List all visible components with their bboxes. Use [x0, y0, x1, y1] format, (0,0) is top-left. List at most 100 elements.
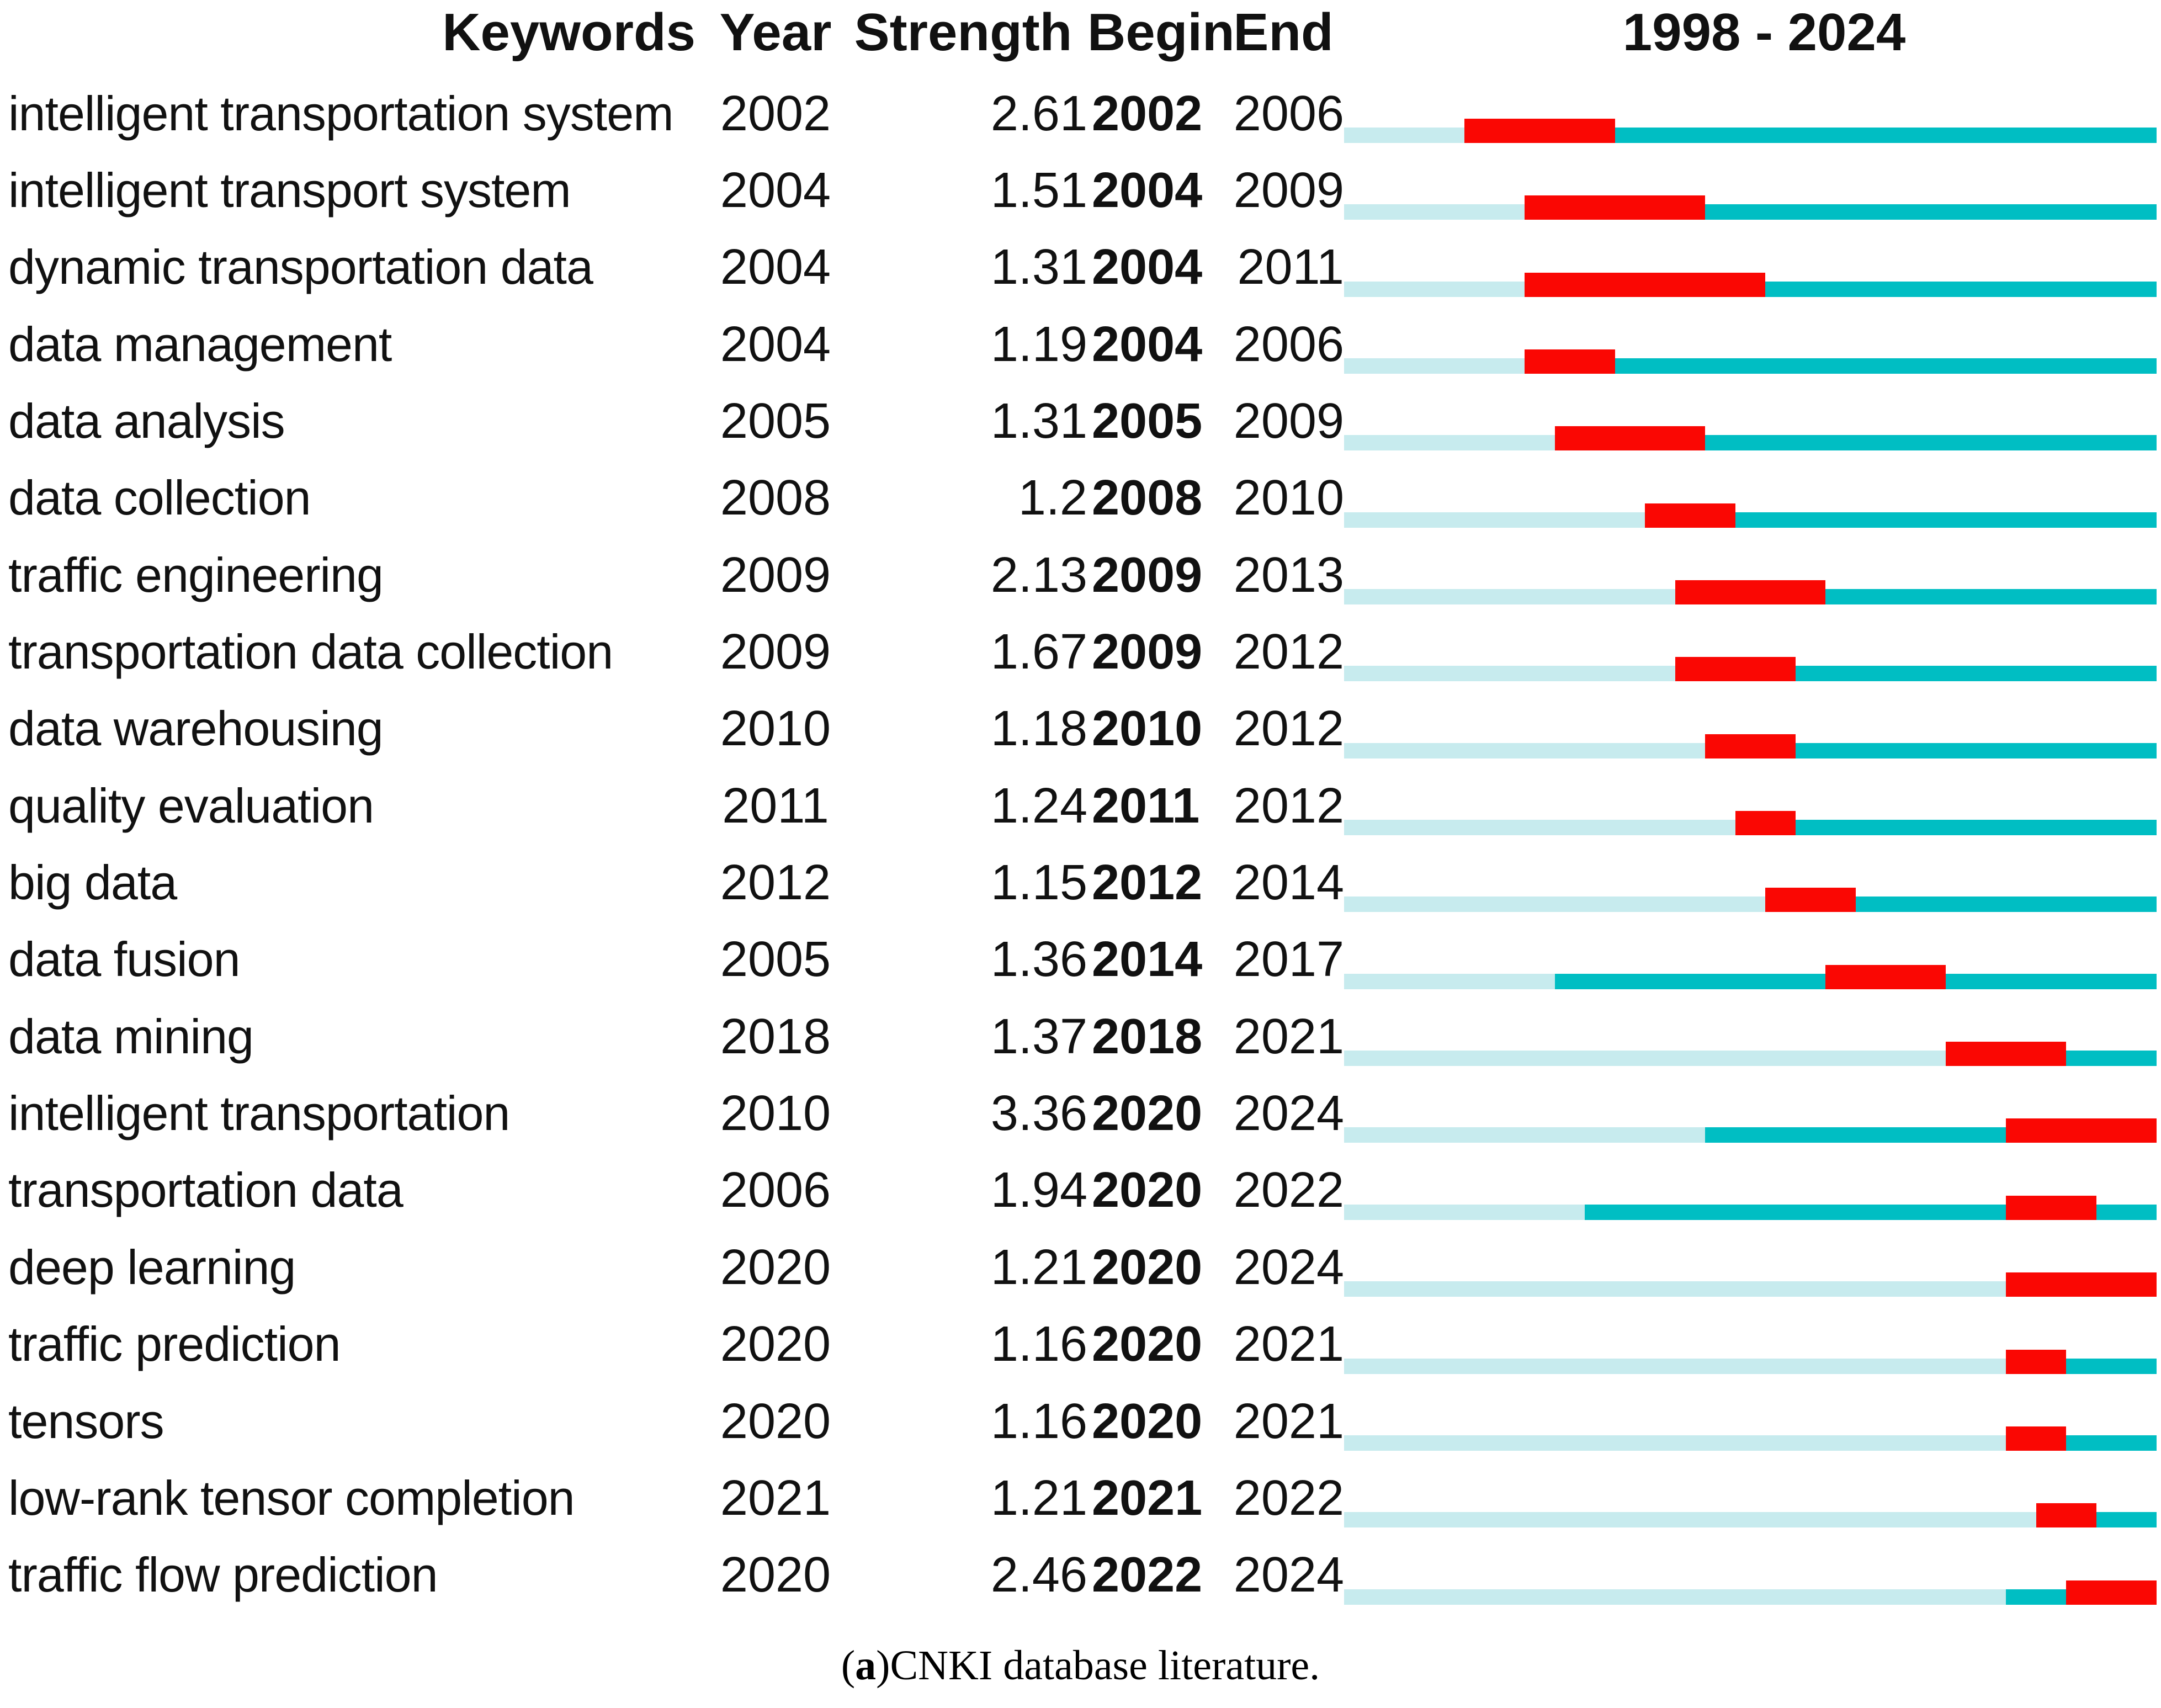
timeline-segment-pale	[1344, 512, 1645, 528]
rows-container: intelligent transportation system 2002 2.6…	[0, 83, 2161, 1621]
table-row: tensors 2020 1.16 2020 2021	[0, 1391, 2161, 1467]
timeline-segment-pale	[1344, 666, 1675, 682]
timeline-segment-burst	[1735, 811, 1796, 836]
end-cell: 2017	[1233, 932, 1344, 988]
keyword-cell: data analysis	[8, 394, 285, 449]
timeline-segment-active	[2066, 1358, 2157, 1374]
timeline-segment-burst	[1464, 119, 1615, 143]
strength-cell: 2.46	[990, 1547, 1087, 1603]
table-row: data management 2004 1.19 2004 2006	[0, 314, 2161, 390]
timeline-segment-active	[1585, 1204, 2006, 1220]
year-cell: 2020	[720, 1317, 831, 1372]
timeline-track	[1344, 1314, 2157, 1391]
timeline-track	[1344, 544, 2157, 621]
strength-cell: 1.94	[990, 1163, 1087, 1218]
caption-bold-label: a	[855, 1642, 877, 1689]
timeline-segment-pale	[1344, 204, 1525, 220]
timeline-track	[1344, 929, 2157, 1006]
end-cell: 2022	[1233, 1470, 1344, 1526]
end-cell: 2006	[1233, 316, 1344, 372]
timeline-segment-pale	[1344, 820, 1735, 836]
timeline-cell	[1344, 314, 2161, 390]
begin-cell: 2020	[1092, 1086, 1203, 1142]
timeline-segment-burst	[1675, 580, 1826, 605]
timeline-track	[1344, 83, 2157, 160]
timeline-segment-active	[1825, 589, 2157, 605]
timeline-track	[1344, 852, 2157, 929]
timeline-segment-active	[2006, 1589, 2067, 1605]
timeline-segment-active	[2096, 1204, 2157, 1220]
timeline-track	[1344, 1006, 2157, 1083]
timeline-segment-pale	[1344, 128, 1465, 143]
timeline-track	[1344, 1160, 2157, 1237]
timeline-cell	[1344, 160, 2161, 236]
timeline-track	[1344, 1391, 2157, 1467]
strength-cell: 1.31	[990, 394, 1087, 449]
timeline-cell	[1344, 1006, 2161, 1083]
begin-cell: 2020	[1092, 1163, 1203, 1218]
timeline-segment-active	[1615, 128, 2157, 143]
begin-cell: 2009	[1092, 547, 1203, 603]
header-strength: Strength	[854, 3, 1072, 62]
timeline-track	[1344, 1467, 2157, 1544]
begin-cell: 2021	[1092, 1470, 1203, 1526]
timeline-cell	[1344, 1160, 2161, 1237]
year-cell: 2002	[720, 86, 831, 141]
keyword-cell: data mining	[8, 1009, 254, 1064]
timeline-cell	[1344, 1314, 2161, 1391]
table-row: big data 2012 1.15 2012 2014	[0, 852, 2161, 929]
keyword-cell: transportation data	[8, 1163, 403, 1218]
caption-paren-open: (	[841, 1642, 856, 1689]
keyword-cell: intelligent transport system	[8, 163, 571, 218]
strength-cell: 1.51	[990, 163, 1087, 219]
keyword-cell: transportation data collection	[8, 624, 613, 680]
timeline-cell	[1344, 544, 2161, 621]
strength-cell: 1.15	[990, 855, 1087, 911]
strength-cell: 1.16	[990, 1393, 1087, 1449]
timeline-segment-burst	[1525, 272, 1766, 297]
timeline-cell	[1344, 83, 2161, 160]
keyword-cell: traffic prediction	[8, 1317, 341, 1372]
begin-cell: 2014	[1092, 932, 1203, 988]
timeline-segment-active	[1705, 1127, 2006, 1143]
year-cell: 2009	[720, 624, 831, 680]
timeline-segment-pale	[1344, 1358, 2006, 1374]
timeline-cell	[1344, 1083, 2161, 1159]
timeline-track	[1344, 775, 2157, 852]
timeline-segment-pale	[1344, 1589, 2006, 1605]
begin-cell: 2004	[1092, 240, 1203, 295]
year-cell: 2005	[720, 394, 831, 449]
timeline-cell	[1344, 929, 2161, 1006]
begin-cell: 2011	[1092, 778, 1200, 834]
year-cell: 2010	[720, 1086, 831, 1142]
end-cell: 2021	[1233, 1009, 1344, 1064]
end-cell: 2014	[1233, 855, 1344, 911]
timeline-segment-pale	[1344, 1281, 2006, 1297]
table-row: low-rank tensor completion 2021 1.21 2021 20…	[0, 1467, 2161, 1544]
keyword-cell: traffic engineering	[8, 547, 384, 602]
timeline-segment-burst	[2006, 1272, 2157, 1297]
timeline-segment-active	[1765, 281, 2157, 297]
timeline-segment-burst	[2006, 1118, 2157, 1143]
timeline-segment-pale	[1344, 973, 1555, 989]
begin-cell: 2010	[1092, 701, 1203, 757]
strength-cell: 1.16	[990, 1317, 1087, 1372]
timeline-track	[1344, 1545, 2157, 1621]
timeline-track	[1344, 314, 2157, 390]
timeline-cell	[1344, 1237, 2161, 1313]
timeline-segment-active	[1554, 973, 1826, 989]
header-begin: Begin	[1087, 3, 1235, 62]
end-cell: 2024	[1233, 1086, 1344, 1142]
timeline-segment-burst	[2006, 1195, 2096, 1220]
timeline-segment-active	[1705, 435, 2157, 451]
timeline-segment-pale	[1344, 1127, 1706, 1143]
keyword-cell: intelligent transportation	[8, 1086, 510, 1141]
timeline-segment-pale	[1344, 897, 1766, 913]
timeline-cell	[1344, 1545, 2161, 1621]
strength-cell: 1.67	[990, 624, 1087, 680]
figure-caption: (a) CNKI database literature.	[0, 1630, 2161, 1701]
table-row: data analysis 2005 1.31 2005 2009	[0, 390, 2161, 467]
timeline-segment-burst	[1765, 888, 1856, 913]
timeline-segment-burst	[2006, 1349, 2067, 1374]
